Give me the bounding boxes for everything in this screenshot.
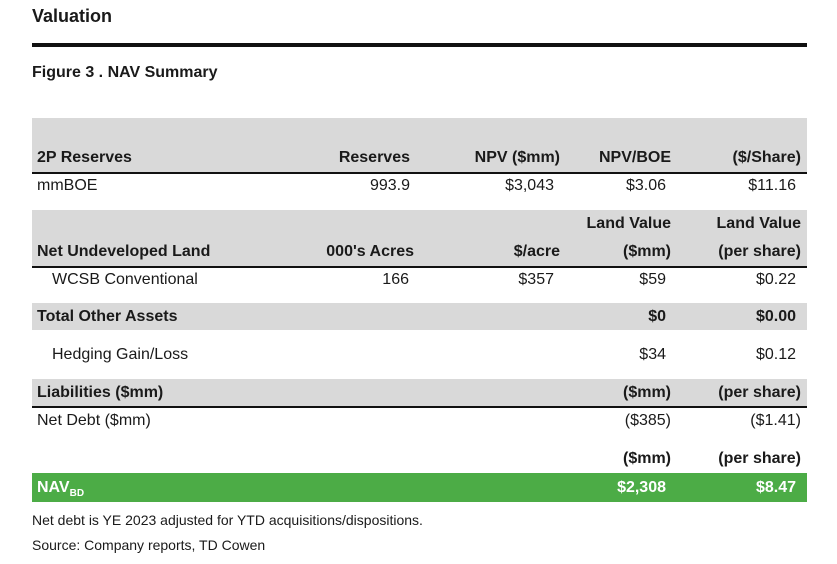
- land-header-mm: ($mm): [622, 243, 671, 260]
- land-header-acres: 000's Acres: [326, 243, 414, 260]
- reserves-header-npv: NPV ($mm): [474, 149, 560, 166]
- net-debt-label: Net Debt ($mm): [37, 412, 151, 429]
- reserves-header-label: 2P Reserves: [37, 149, 132, 166]
- liabilities-line: [32, 406, 807, 408]
- net-debt-ps: ($1.41): [750, 412, 801, 429]
- section-title: Valuation: [32, 6, 113, 26]
- land-header-per-acre: $/acre: [513, 243, 560, 260]
- land-row-ps: $0.22: [755, 271, 796, 288]
- hedging-ps: $0.12: [755, 346, 796, 363]
- nav-value-ps: $8.47: [755, 479, 796, 496]
- nav-header-mm: ($mm): [622, 450, 671, 467]
- land-header-ps: (per share): [718, 243, 801, 260]
- land-header-top-mm: Land Value: [586, 215, 671, 232]
- land-header-line: [32, 266, 807, 268]
- liabilities-header-mm: ($mm): [622, 384, 671, 401]
- reserves-header-band: [32, 118, 807, 172]
- footnote-net-debt: Net debt is YE 2023 adjusted for YTD acq…: [32, 512, 423, 528]
- reserves-row-label: mmBOE: [37, 177, 98, 194]
- liabilities-band: [32, 379, 807, 406]
- other-assets-band: [32, 303, 807, 330]
- footnote-source: Source: Company reports, TD Cowen: [32, 537, 266, 553]
- liabilities-label: Liabilities ($mm): [37, 384, 164, 401]
- reserves-row-npv: $3,043: [505, 177, 554, 194]
- land-row-mm: $59: [639, 271, 666, 288]
- land-header-label: Net Undeveloped Land: [37, 243, 211, 260]
- nav-band: [32, 473, 807, 502]
- land-row-per-acre: $357: [518, 271, 554, 288]
- nav-label-main: NAV: [37, 479, 70, 496]
- hedging-mm: $34: [639, 346, 666, 363]
- reserves-header-reserves: Reserves: [338, 149, 410, 166]
- nav-value-mm: $2,308: [617, 479, 666, 496]
- net-debt-mm: ($385): [624, 412, 671, 429]
- reserves-header-line: [32, 172, 807, 174]
- other-assets-ps: $0.00: [755, 308, 796, 325]
- other-assets-mm: $0: [648, 308, 666, 325]
- liabilities-header-ps: (per share): [718, 384, 801, 401]
- hedging-label: Hedging Gain/Loss: [52, 346, 189, 363]
- land-row-acres: 166: [382, 271, 409, 288]
- nav-label: NAVBD: [37, 478, 84, 504]
- land-header-band: [32, 210, 807, 266]
- reserves-header-per-share: ($/Share): [732, 149, 801, 166]
- nav-header-ps: (per share): [718, 450, 801, 467]
- other-assets-label: Total Other Assets: [37, 308, 178, 325]
- title-rule: [32, 43, 807, 47]
- reserves-row-reserves: 993.9: [369, 177, 410, 194]
- land-row-label: WCSB Conventional: [52, 271, 198, 288]
- nav-label-sub: BD: [69, 488, 85, 500]
- reserves-row-per-share: $11.16: [748, 177, 796, 194]
- figure-title: Figure 3 . NAV Summary: [32, 64, 218, 81]
- reserves-header-npv-boe: NPV/BOE: [598, 149, 671, 166]
- reserves-row-npv-boe: $3.06: [625, 177, 666, 194]
- land-header-top-ps: Land Value: [716, 215, 801, 232]
